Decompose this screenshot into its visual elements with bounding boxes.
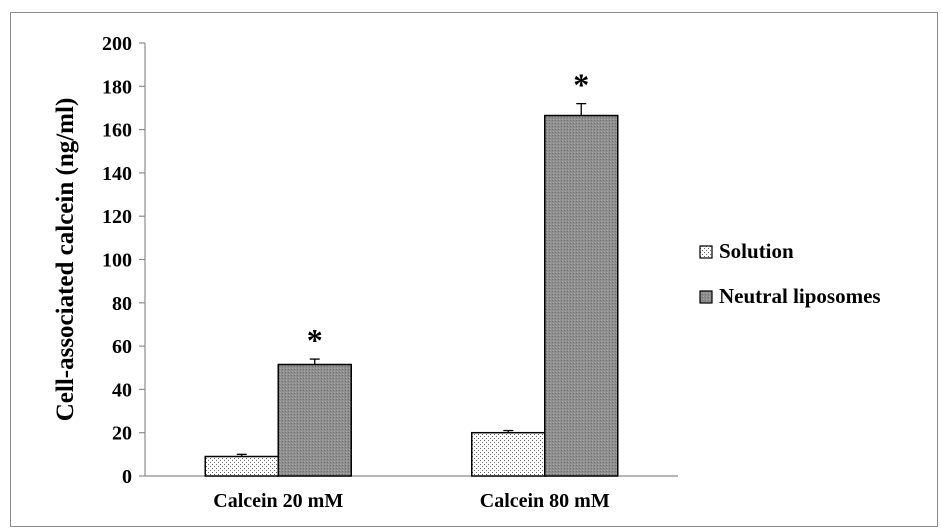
- bar-solution: [471, 431, 546, 477]
- y-tick-label: 200: [102, 33, 132, 55]
- bar-neutral-liposomes: [544, 114, 619, 477]
- y-axis-title: Cell-associated calcein (ng/ml): [52, 98, 79, 422]
- y-tick-label: 180: [102, 76, 132, 98]
- bar-solution: [204, 455, 279, 477]
- legend-swatch: [699, 290, 713, 304]
- y-tick-label: 120: [102, 206, 132, 228]
- x-category-label: Calcein 80 mM: [480, 490, 610, 512]
- legend-swatch: [699, 245, 713, 259]
- y-tick-label: 80: [112, 293, 132, 315]
- y-tick-label: 40: [112, 379, 132, 401]
- y-tick-label: 20: [112, 423, 132, 445]
- y-tick-label: 160: [102, 120, 132, 142]
- y-tick-label: 0: [122, 466, 132, 488]
- bar-neutral-liposomes: [277, 363, 352, 477]
- y-tick-label: 60: [112, 336, 132, 358]
- significance-marker: *: [573, 67, 589, 103]
- y-tick-label: 140: [102, 163, 132, 185]
- significance-marker: *: [307, 322, 323, 358]
- legend-label: Neutral liposomes: [719, 284, 881, 308]
- y-tick-label: 100: [102, 250, 132, 272]
- legend-label: Solution: [719, 239, 794, 263]
- x-category-label: Calcein 20 mM: [213, 490, 343, 512]
